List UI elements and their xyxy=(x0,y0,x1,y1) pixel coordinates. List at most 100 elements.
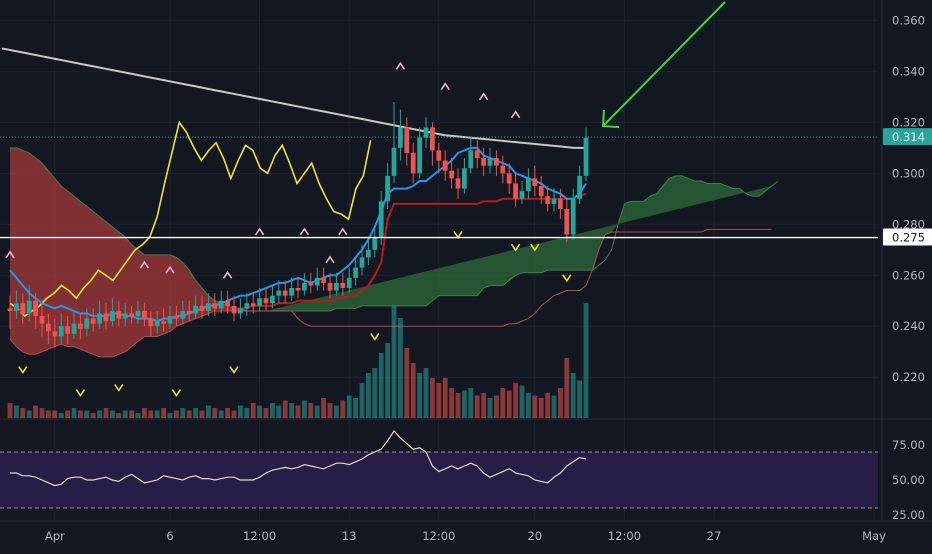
marker-down xyxy=(18,366,28,375)
volume-bar xyxy=(161,408,166,418)
volume-bar xyxy=(116,413,122,418)
rsi-tick-label: 50.00 xyxy=(892,473,925,487)
candle-body xyxy=(487,158,493,166)
candle-body xyxy=(314,277,320,286)
annotation-arrow xyxy=(601,1,726,129)
volume-bar xyxy=(263,408,269,418)
volume-bar xyxy=(238,405,243,418)
volume-bar xyxy=(532,395,538,418)
candle-body xyxy=(583,137,589,176)
volume-bar xyxy=(366,373,371,418)
volume-bar xyxy=(33,405,38,418)
rsi-tick-label: 75.00 xyxy=(892,438,925,452)
volume-bar xyxy=(494,395,499,418)
marker-down xyxy=(530,243,540,252)
rsi-panel xyxy=(0,430,878,509)
marker-up xyxy=(325,255,335,264)
time-tick-label: 12:00 xyxy=(608,529,641,543)
time-tick-label: 6 xyxy=(166,529,173,543)
candle-body xyxy=(26,300,32,314)
candle-body xyxy=(180,310,186,319)
volume-bar xyxy=(346,395,352,418)
candle-body xyxy=(122,313,128,319)
volume-bar xyxy=(564,358,570,418)
volume-bar xyxy=(257,405,262,418)
time-axis[interactable]: Apr 6 12:00 13 12:00 20 12:00 27 May xyxy=(0,520,932,543)
candle-body xyxy=(174,316,179,319)
volume-bar xyxy=(308,403,314,418)
horizontal-line-badge xyxy=(883,228,932,246)
rsi-tick-label: 25.00 xyxy=(892,508,925,522)
candle-body xyxy=(308,282,314,286)
candle-body xyxy=(366,249,371,258)
rsi-line xyxy=(10,430,587,487)
volume-bar xyxy=(468,388,474,418)
candle-body xyxy=(423,127,429,138)
candle-body xyxy=(225,300,230,306)
volume-bar xyxy=(20,408,26,418)
volume-bar xyxy=(218,410,224,418)
marker-up xyxy=(395,61,406,70)
arrow-head xyxy=(601,110,620,129)
volume-bar xyxy=(526,393,531,418)
candle-body xyxy=(564,209,570,235)
candle-body xyxy=(154,321,160,327)
candle-body xyxy=(340,282,346,289)
horizontal-line[interactable] xyxy=(0,136,878,239)
volume-bar xyxy=(436,383,442,418)
candles[interactable] xyxy=(7,101,589,347)
marker-down xyxy=(510,243,521,252)
candle-body xyxy=(231,305,237,314)
volume-bar xyxy=(84,410,90,418)
volume-bar xyxy=(391,305,397,418)
candle-body xyxy=(378,201,384,238)
marker-up xyxy=(338,227,348,236)
candle-body xyxy=(148,318,154,327)
candle-body xyxy=(398,127,403,148)
candle-body xyxy=(372,237,378,250)
volume-bar xyxy=(71,408,77,418)
volume-bar xyxy=(321,398,326,418)
candle-body xyxy=(84,318,90,329)
volume-bar xyxy=(282,400,288,418)
candle-body xyxy=(513,183,518,199)
volume-bar xyxy=(583,303,589,418)
candle-body xyxy=(494,158,499,166)
volume-bar xyxy=(174,410,179,418)
volume-bar xyxy=(538,398,544,418)
candle-body xyxy=(52,331,58,337)
volume-bar xyxy=(506,390,512,418)
candle-body xyxy=(103,313,109,322)
candle-body xyxy=(33,300,38,317)
volume-bar xyxy=(231,410,237,418)
volume-bar xyxy=(474,395,480,418)
marker-up xyxy=(254,227,265,236)
candle-body xyxy=(161,321,166,324)
candle-body xyxy=(71,323,77,334)
price-tick-label: 0.340 xyxy=(892,64,925,78)
cloud-bull xyxy=(266,175,772,311)
volume-bar xyxy=(353,398,358,418)
marker-down xyxy=(75,389,86,397)
volume-bar xyxy=(148,410,154,418)
volume-bar xyxy=(65,410,70,418)
candle-body xyxy=(129,313,134,317)
candle-body xyxy=(430,127,435,151)
marker-down xyxy=(453,231,463,239)
volume-bar xyxy=(327,403,333,418)
volume-bar xyxy=(289,403,294,418)
candle-body xyxy=(238,308,243,314)
price-axis[interactable]: 0.360 0.340 0.320 0.300 0.280 0.260 0.240 0.220… xyxy=(881,0,932,522)
volume-bar xyxy=(481,393,486,418)
candle-body xyxy=(468,150,474,169)
current-price-badge xyxy=(883,128,932,146)
time-tick-label: 27 xyxy=(707,529,722,543)
volume-bar xyxy=(122,410,128,418)
volume-bar xyxy=(180,408,186,418)
candle-body xyxy=(199,305,205,311)
volume-bar xyxy=(372,368,378,418)
price-tick-label: 0.240 xyxy=(892,319,925,333)
candle-body xyxy=(212,303,218,309)
